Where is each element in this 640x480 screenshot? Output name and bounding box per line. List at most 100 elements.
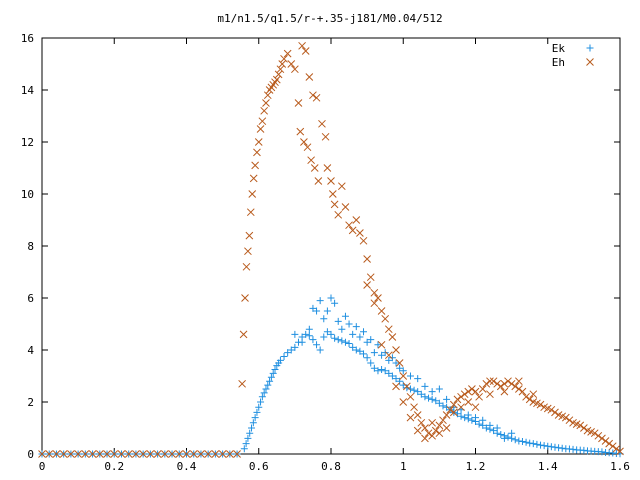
x-tick-label: 1 xyxy=(400,460,407,473)
data-point-eh xyxy=(327,177,335,185)
data-point-eh xyxy=(370,299,379,308)
y-tick-label: 10 xyxy=(21,188,34,201)
data-point-ek xyxy=(425,394,433,402)
data-point-eh xyxy=(605,439,614,448)
data-point-ek xyxy=(370,364,378,372)
data-point-eh xyxy=(258,117,267,126)
data-point-eh xyxy=(239,330,248,339)
data-point-ek xyxy=(475,420,483,428)
data-point-eh xyxy=(260,106,269,115)
data-point-eh xyxy=(435,429,444,438)
data-point-eh xyxy=(518,387,527,396)
data-point-ek xyxy=(533,440,541,448)
data-point-eh xyxy=(323,164,332,172)
data-point-ek xyxy=(363,354,371,362)
data-point-ek xyxy=(338,337,346,345)
data-point-ek xyxy=(392,359,400,367)
data-point-ek xyxy=(598,448,606,456)
data-point-eh xyxy=(103,450,111,458)
data-point-eh xyxy=(328,190,337,198)
data-point-eh xyxy=(74,450,82,458)
data-point-ek xyxy=(439,402,447,410)
data-point-eh xyxy=(287,60,296,68)
data-point-eh xyxy=(366,273,375,282)
data-point-eh xyxy=(238,379,246,388)
data-point-eh xyxy=(345,221,353,230)
data-point-eh xyxy=(310,164,319,172)
data-point-ek xyxy=(309,336,317,344)
data-point-ek xyxy=(248,424,256,432)
data-point-ek xyxy=(267,373,275,381)
data-point-ek xyxy=(403,384,411,392)
legend-marker-eh xyxy=(586,58,594,66)
data-point-eh xyxy=(561,413,570,422)
data-point-eh xyxy=(377,307,386,315)
data-point-eh xyxy=(428,418,437,427)
data-point-eh xyxy=(439,416,447,425)
legend-label-ek: Ek xyxy=(552,42,566,55)
data-point-eh xyxy=(303,143,312,152)
data-point-eh xyxy=(314,177,323,185)
data-point-eh xyxy=(263,91,272,100)
data-point-eh xyxy=(399,372,408,380)
data-point-eh xyxy=(117,450,126,458)
data-point-ek xyxy=(244,434,252,442)
data-point-ek xyxy=(497,431,505,438)
data-point-eh xyxy=(453,395,462,404)
data-point-ek xyxy=(381,367,389,375)
data-point-ek xyxy=(388,354,396,362)
data-point-eh xyxy=(110,450,119,458)
data-point-ek xyxy=(378,366,386,373)
data-point-ek xyxy=(399,367,407,375)
data-point-eh xyxy=(246,208,255,217)
data-point-ek xyxy=(414,388,422,396)
data-points xyxy=(38,41,624,458)
data-point-ek xyxy=(461,414,469,422)
data-point-eh xyxy=(95,450,104,458)
data-point-eh xyxy=(233,450,241,458)
data-point-ek xyxy=(381,349,389,357)
data-point-eh xyxy=(392,346,400,354)
data-point-eh xyxy=(305,73,314,81)
data-point-ek xyxy=(287,346,295,354)
y-tick-label: 16 xyxy=(21,32,34,45)
data-point-eh xyxy=(204,450,213,458)
y-axis: 0 2 4 6 8 10 12 14 16 xyxy=(21,32,620,461)
data-point-eh xyxy=(464,387,473,396)
data-point-ek xyxy=(309,304,317,312)
data-point-eh xyxy=(421,434,429,443)
data-point-ek xyxy=(482,424,490,432)
legend: Ek Eh xyxy=(552,42,594,69)
data-point-ek xyxy=(313,307,321,315)
data-point-ek xyxy=(526,439,534,447)
data-point-ek xyxy=(406,372,414,380)
data-point-eh xyxy=(276,65,285,74)
data-point-ek xyxy=(260,389,268,397)
data-point-eh xyxy=(280,54,288,63)
data-point-ek xyxy=(443,395,451,403)
data-point-eh xyxy=(352,216,361,224)
data-point-eh xyxy=(189,450,198,458)
data-point-ek xyxy=(352,346,360,354)
data-point-eh xyxy=(38,450,46,458)
data-point-ek xyxy=(246,429,254,437)
data-point-eh xyxy=(52,450,61,458)
data-point-eh xyxy=(283,49,292,58)
data-point-ek xyxy=(515,437,523,445)
data-point-eh xyxy=(337,182,346,191)
data-point-eh xyxy=(395,359,404,367)
data-point-ek xyxy=(555,444,563,452)
data-point-ek xyxy=(249,419,257,427)
data-point-ek xyxy=(271,366,279,373)
data-point-eh xyxy=(392,382,400,391)
data-point-eh xyxy=(500,379,509,388)
data-point-eh xyxy=(449,400,458,409)
data-point-eh xyxy=(370,288,379,297)
data-point-ek xyxy=(508,429,516,437)
data-point-eh xyxy=(612,444,621,453)
data-point-eh xyxy=(341,203,350,211)
x-axis: 0 0.2 0.4 0.6 0.8 1 1.2 1.4 1.6 xyxy=(39,38,630,473)
data-point-ek xyxy=(313,341,321,349)
data-point-eh xyxy=(59,450,68,458)
data-point-eh xyxy=(522,392,530,401)
